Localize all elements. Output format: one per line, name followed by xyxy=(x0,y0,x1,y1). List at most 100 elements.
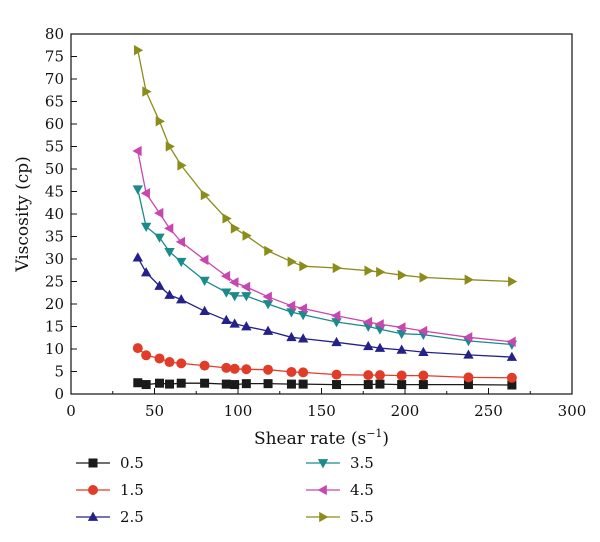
data-point xyxy=(241,321,252,331)
y-tick-label: 35 xyxy=(45,228,64,246)
data-point xyxy=(463,380,473,390)
data-point xyxy=(240,281,251,293)
data-point xyxy=(463,332,473,343)
data-point xyxy=(297,333,309,343)
x-tick-label: 50 xyxy=(145,402,164,420)
series-0-5 xyxy=(133,378,517,390)
x-axis-title-suffix: ) xyxy=(382,429,389,449)
series-line xyxy=(137,150,512,343)
legend-label: 0.5 xyxy=(120,454,144,472)
data-point xyxy=(331,310,341,321)
legend-label: 1.5 xyxy=(120,481,144,499)
data-point xyxy=(229,363,240,374)
y-axis: 0 5 10 15 20 25 30 35 40 45 50 55 60 65 70 75 80 xyxy=(45,25,77,403)
legend-item: 5.5 xyxy=(306,508,374,526)
data-point xyxy=(463,372,474,383)
series-4-5 xyxy=(132,145,516,347)
x-axis-title: Shear rate (s−1) xyxy=(254,427,389,449)
data-point xyxy=(418,370,429,381)
data-point xyxy=(230,380,240,390)
data-point xyxy=(222,213,232,224)
y-tick-label: 5 xyxy=(54,363,64,381)
data-point xyxy=(418,380,428,390)
data-point xyxy=(297,310,309,321)
data-point xyxy=(199,276,210,286)
data-point xyxy=(363,380,373,390)
data-point xyxy=(164,289,175,299)
data-point xyxy=(155,116,165,127)
data-point xyxy=(507,380,517,390)
data-point xyxy=(264,245,274,257)
data-point xyxy=(164,357,175,368)
data-point xyxy=(175,236,186,248)
series-2-5 xyxy=(132,252,518,361)
data-point xyxy=(164,247,175,258)
data-point xyxy=(140,222,152,232)
x-axis: 0 50 100 150 200 250 300 xyxy=(66,388,586,420)
data-point xyxy=(241,379,251,389)
data-point xyxy=(132,145,142,157)
data-point xyxy=(199,360,210,371)
data-point xyxy=(286,331,297,342)
data-point xyxy=(262,325,274,335)
data-point xyxy=(200,378,210,388)
data-point xyxy=(463,349,474,359)
data-point xyxy=(132,252,143,262)
data-point xyxy=(363,370,374,381)
data-point xyxy=(154,280,165,290)
data-point xyxy=(262,291,272,302)
y-tick-label: 15 xyxy=(45,318,64,336)
data-point xyxy=(396,344,407,354)
series-line xyxy=(137,347,512,379)
data-point xyxy=(332,380,342,390)
series-1-5 xyxy=(132,343,517,383)
y-tick-label: 0 xyxy=(54,385,64,403)
data-point xyxy=(221,362,232,373)
legend: 0.5 1.5 2.5 3.5 4.5 5.5 xyxy=(76,454,374,526)
legend-marker xyxy=(317,484,327,496)
data-point xyxy=(154,207,164,219)
data-point xyxy=(140,267,152,277)
data-point xyxy=(165,379,175,389)
data-point xyxy=(229,292,240,302)
data-point xyxy=(396,329,407,340)
data-point xyxy=(464,274,474,285)
data-point xyxy=(396,322,406,333)
data-point xyxy=(297,303,307,314)
legend-item: 3.5 xyxy=(306,454,374,472)
data-point xyxy=(332,262,342,274)
data-point xyxy=(221,379,231,389)
x-axis-title-main: Shear rate (s xyxy=(254,429,366,449)
data-point xyxy=(299,261,309,272)
legend-label: 3.5 xyxy=(350,454,374,472)
data-point xyxy=(298,367,309,378)
data-point xyxy=(229,277,239,288)
data-point xyxy=(396,370,407,381)
data-point xyxy=(199,305,210,316)
data-point xyxy=(298,379,308,389)
data-point xyxy=(133,45,144,56)
y-tick-label: 55 xyxy=(45,138,64,156)
data-point xyxy=(331,336,342,347)
legend-marker xyxy=(88,485,98,495)
y-tick-label: 40 xyxy=(45,205,64,223)
legend-label: 2.5 xyxy=(120,508,144,526)
legend-label: 4.5 xyxy=(350,481,374,499)
data-point xyxy=(221,314,232,325)
y-axis-title: Viscosity (cp) xyxy=(13,156,33,273)
legend-item: 4.5 xyxy=(306,481,374,499)
data-point xyxy=(287,256,297,267)
data-point xyxy=(155,378,165,388)
y-tick-label: 75 xyxy=(45,48,64,66)
y-tick-label: 60 xyxy=(45,115,64,133)
x-tick-label: 300 xyxy=(558,402,587,420)
data-point xyxy=(141,350,152,361)
legend-item: 2.5 xyxy=(76,508,144,526)
data-point xyxy=(375,379,385,389)
data-point xyxy=(263,364,274,375)
data-point xyxy=(177,160,187,171)
data-point xyxy=(397,380,407,390)
data-point xyxy=(154,353,165,364)
data-point xyxy=(141,380,151,390)
data-point xyxy=(200,189,210,201)
